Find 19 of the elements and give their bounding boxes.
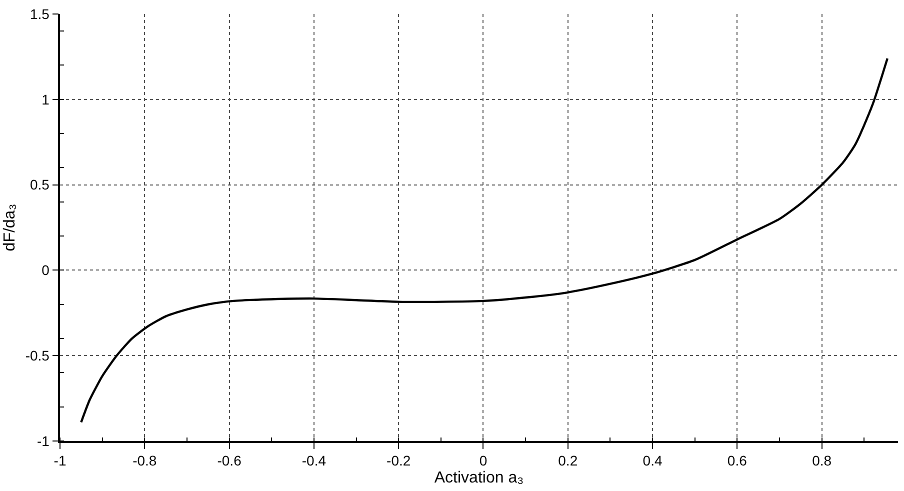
y-tick-label: -0.5 [25, 348, 50, 364]
x-tick-label: -0.6 [217, 452, 242, 469]
x-tick-label: 0.2 [558, 452, 578, 469]
x-tick-label: 0.8 [812, 452, 832, 469]
y-tick-label: 0.5 [30, 176, 50, 193]
y-tick-label: 1.5 [30, 6, 50, 22]
x-tick-label: -0.4 [302, 452, 326, 469]
y-tick-label: 0 [42, 262, 50, 278]
x-tick-label: 0 [479, 452, 488, 469]
y-tick-label: 1 [42, 91, 50, 108]
x-tick-label: -1 [54, 452, 66, 469]
y-axis-title: dF/da₃ [2, 204, 19, 252]
x-axis-title: Activation a₃ [434, 470, 524, 487]
y-tick-label: -1 [36, 432, 50, 449]
x-tick-label: 0.6 [727, 452, 748, 469]
line-series [80, 57, 889, 424]
x-tick-label: 0.4 [642, 452, 662, 469]
x-tick-label: -0.2 [386, 452, 411, 469]
x-tick-label: -0.8 [132, 452, 157, 469]
